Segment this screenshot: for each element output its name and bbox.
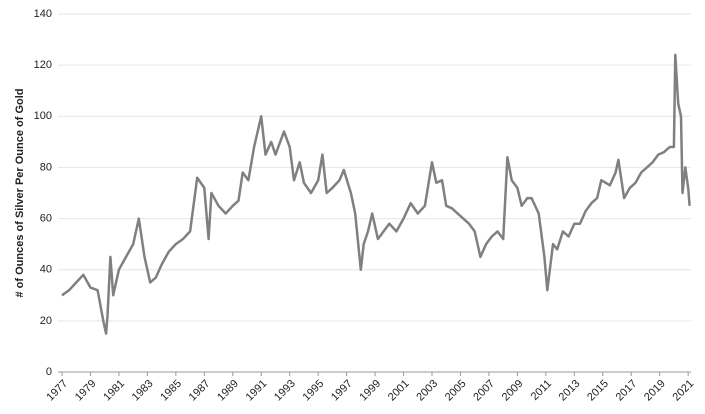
- data-line: [61, 53, 691, 335]
- x-tick-label: 2021: [671, 378, 697, 404]
- x-tick-label: 1993: [272, 378, 298, 404]
- y-tick-label: 80: [40, 161, 52, 173]
- y-tick-label: 0: [46, 366, 52, 378]
- y-axis-label: # of Ounces of Silver Per Ounce of Gold: [14, 88, 26, 297]
- y-tick-label: 140: [34, 8, 52, 20]
- x-tick-label: 1983: [130, 378, 156, 404]
- x-tick-label: 2011: [529, 378, 554, 403]
- x-tick-label: 2019: [642, 378, 668, 404]
- x-tick-label: 1995: [301, 378, 327, 404]
- x-tick-label: 2005: [443, 378, 469, 404]
- x-tick-label: 2001: [386, 378, 412, 404]
- y-tick-label: 60: [40, 212, 52, 224]
- x-tick-label: 1985: [158, 378, 184, 404]
- x-tick-label: 1999: [357, 378, 383, 404]
- x-tick-label: 2015: [585, 378, 611, 404]
- x-tick-label: 1981: [101, 378, 127, 404]
- x-tick-label: 1979: [73, 378, 99, 404]
- x-tick-label: 1989: [215, 378, 241, 404]
- x-tick-label: 1991: [244, 378, 270, 404]
- x-tick-label: 2007: [471, 378, 497, 404]
- x-tick-label: 2013: [557, 378, 583, 404]
- x-tick-label: 2003: [414, 378, 440, 404]
- x-tick-label: 1987: [187, 378, 213, 404]
- y-tick-label: 40: [40, 264, 52, 276]
- x-tick-label: 1977: [44, 378, 70, 404]
- y-tick-label: 20: [40, 315, 52, 327]
- x-tick-label: 2017: [614, 378, 640, 404]
- x-tick-label: 2009: [500, 378, 526, 404]
- x-tick-label: 1997: [329, 378, 355, 404]
- y-tick-label: 120: [34, 59, 52, 71]
- y-tick-label: 100: [34, 110, 52, 122]
